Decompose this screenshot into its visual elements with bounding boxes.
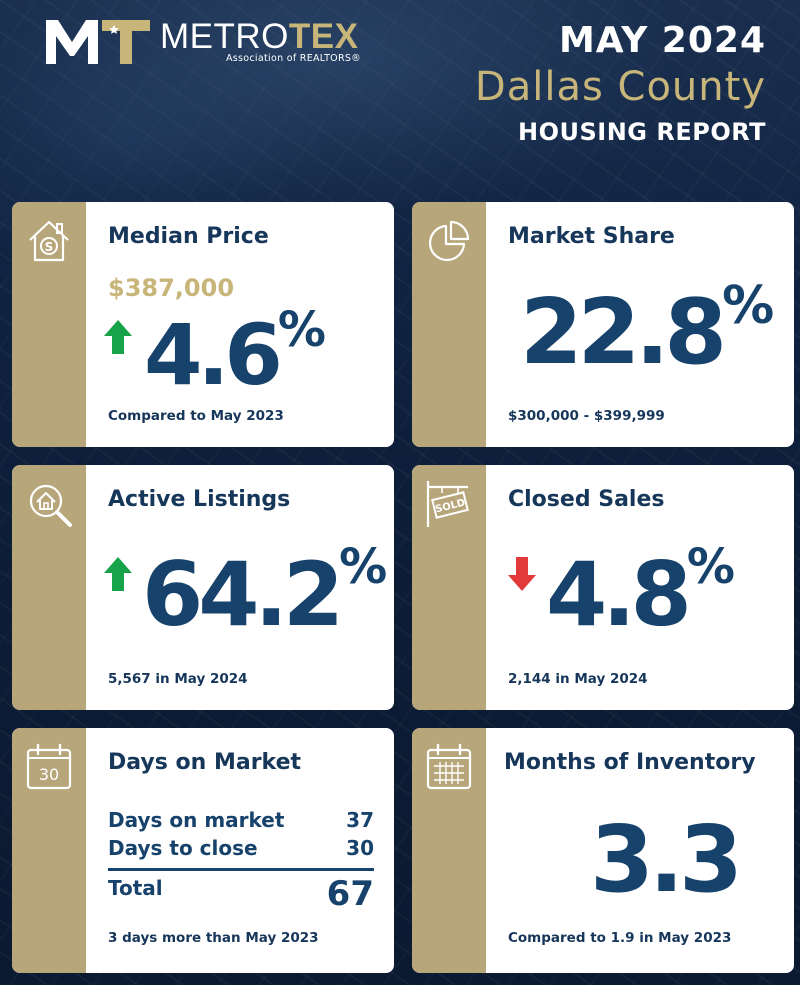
card-accent-strip [412,728,486,973]
market-share-value: 22.8% [520,276,775,385]
months-inventory-value: 3.3 [590,806,743,913]
row-value: 37 [346,808,374,832]
median-price-footnote: Compared to May 2023 [108,408,284,424]
sold-sign-icon: SOLD [426,481,469,527]
total-value: 67 [326,874,374,914]
median-price-title: Median Price [108,224,269,249]
logo-wordmark: METROTEX [160,17,359,56]
market-share-range: $300,000 - $399,999 [508,408,665,424]
median-price-card: S Median Price $387,000 4.6% Compared to… [12,202,394,447]
active-listings-title: Active Listings [108,487,291,512]
card-accent-strip [12,728,86,973]
total-divider [108,868,374,871]
logo-subtitle: Association of REALTORS® [226,53,361,64]
metrotex-mark-icon [46,20,150,64]
card-accent-strip [412,465,486,710]
median-price-value: $387,000 [108,274,235,302]
row-value: 30 [346,836,374,860]
days-on-market-footnote: 3 days more than May 2023 [108,930,319,946]
days-on-market-row: Days on market 37 [108,808,374,832]
svg-text:30: 30 [39,765,59,784]
card-accent-strip [12,465,86,710]
months-inventory-card: Months of Inventory 3.3 Compared to 1.9 … [412,728,794,973]
median-price-change: 4.6% [144,302,326,404]
market-share-card: Market Share 22.8% $300,000 - $399,999 [412,202,794,447]
house-dollar-icon: S [29,220,69,262]
days-on-market-title: Days on Market [108,750,302,775]
months-inventory-footnote: Compared to 1.9 in May 2023 [508,930,732,946]
calendar-30-icon: 30 [26,743,72,790]
months-inventory-title: Months of Inventory [504,750,756,775]
days-to-close-row: Days to close 30 [108,836,374,860]
closed-sales-change: 4.8% [546,539,735,646]
card-accent-strip [12,202,86,447]
calendar-grid-icon [426,743,472,790]
arrow-up-icon [104,320,132,354]
row-label: Days to close [108,836,258,860]
card-accent-strip [412,202,486,447]
active-listings-change: 64.2% [142,539,388,646]
pie-chart-icon [428,220,470,262]
days-on-market-card: 30 Days on Market Days on market 37 Days… [12,728,394,973]
report-county: Dallas County [474,64,766,110]
report-month: MAY 2024 [558,20,766,61]
svg-text:SOLD: SOLD [434,497,466,515]
arrow-up-icon [104,557,132,591]
active-listings-footnote: 5,567 in May 2024 [108,671,248,687]
svg-text:S: S [45,240,54,254]
metrotex-logo: METROTEX Association of REALTORS® [44,16,384,68]
house-search-icon [29,484,72,527]
market-share-title: Market Share [508,224,675,249]
closed-sales-title: Closed Sales [508,487,665,512]
closed-sales-card: SOLD Closed Sales 4.8% 2,144 in May 2024 [412,465,794,710]
row-label: Days on market [108,808,285,832]
closed-sales-footnote: 2,144 in May 2024 [508,671,648,687]
active-listings-card: Active Listings 64.2% 5,567 in May 2024 [12,465,394,710]
arrow-down-icon [508,557,536,591]
total-label: Total [108,876,163,900]
report-title: HOUSING REPORT [518,118,766,146]
